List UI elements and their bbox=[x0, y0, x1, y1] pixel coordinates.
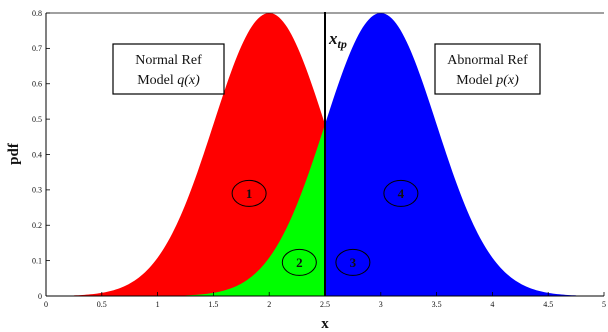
region-3-ellipse bbox=[335, 248, 371, 276]
annotation-box-1: Normal Ref Model q(x) bbox=[112, 43, 225, 95]
x-tick-label: 5 bbox=[602, 300, 606, 309]
y-tick-label: 0.8 bbox=[32, 9, 42, 18]
y-tick-label: 0.1 bbox=[32, 256, 42, 265]
threshold-layer: xtp 1 2 3 4 bbox=[231, 12, 419, 296]
annotation-frame bbox=[434, 43, 541, 95]
axes-layer: 0 0.1 0.2 0.3 0.4 0.5 0.6 0.7 0.8 0 0.5 1 1.5 2 2.5 3 3.… bbox=[32, 9, 606, 309]
x-tick-label: 0.5 bbox=[97, 300, 107, 309]
region-3-label: 3 bbox=[350, 255, 357, 270]
annotation-line-2-variable: q(x) bbox=[177, 73, 200, 88]
y-tick-label: 0.2 bbox=[32, 221, 42, 230]
annotation-line-2-variable: p(x) bbox=[495, 73, 519, 88]
x-tick-label: 4 bbox=[490, 300, 494, 309]
region-2-area bbox=[185, 124, 325, 296]
x-tick-label: 3.5 bbox=[432, 300, 442, 309]
y-axis-label: pdf bbox=[6, 142, 22, 165]
annotation-line-2: Model p(x) bbox=[456, 73, 519, 88]
annotation-line-2: Model q(x) bbox=[137, 73, 200, 88]
annotation-frame bbox=[112, 43, 225, 95]
y-tick-label: 0.6 bbox=[32, 80, 42, 89]
x-tick-label: 0 bbox=[44, 300, 48, 309]
region-2-ellipse bbox=[281, 248, 317, 276]
annotation-line-2-prefix: Model bbox=[456, 73, 496, 88]
annotation-line-1: Normal Ref bbox=[135, 53, 202, 68]
threshold-label: xtp bbox=[328, 29, 347, 51]
y-tick-label: 0.4 bbox=[32, 150, 42, 159]
y-tick-label: 0.5 bbox=[32, 115, 42, 124]
region-4-label: 4 bbox=[398, 186, 405, 201]
region-4-ellipse bbox=[383, 179, 419, 207]
x-tick-label: 4.5 bbox=[543, 300, 553, 309]
y-tick-label: 0.7 bbox=[32, 44, 42, 53]
region-1-ellipse bbox=[231, 179, 267, 207]
y-tick-label: 0.3 bbox=[32, 186, 42, 195]
region-1-label: 1 bbox=[246, 186, 253, 201]
threshold-label-subscript: tp bbox=[338, 37, 347, 51]
region-1-area bbox=[73, 13, 326, 297]
annotation-line-2-prefix: Model bbox=[137, 73, 177, 88]
region-2-label: 2 bbox=[296, 255, 303, 270]
x-axis-label: x bbox=[321, 316, 329, 332]
regions-layer bbox=[73, 13, 577, 297]
x-tick-label: 2 bbox=[267, 300, 271, 309]
annotation-line-1: Abnormal Ref bbox=[447, 53, 528, 68]
region-4-area bbox=[325, 13, 577, 297]
y-tick-label: 0 bbox=[38, 292, 42, 301]
x-tick-label: 2.5 bbox=[320, 300, 330, 309]
x-tick-label: 3 bbox=[379, 300, 383, 309]
x-tick-label: 1.5 bbox=[208, 300, 218, 309]
annotation-layer: Normal Ref Model q(x) Abnormal Ref Model p(… bbox=[112, 43, 541, 95]
annotation-box-2: Abnormal Ref Model p(x) bbox=[434, 43, 541, 95]
x-tick-label: 1 bbox=[156, 300, 160, 309]
